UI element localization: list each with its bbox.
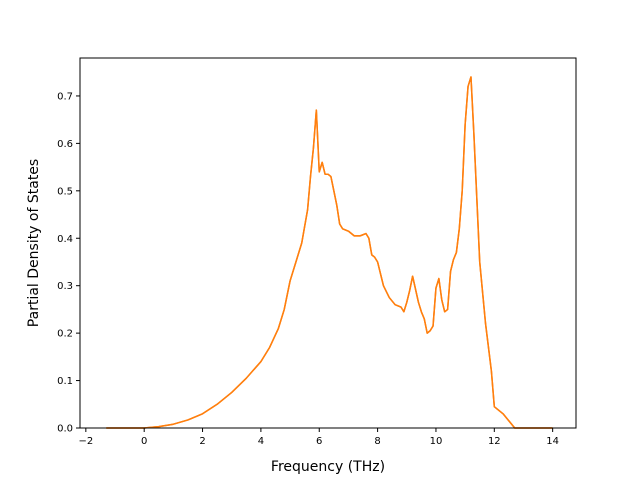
y-tick-label: 0.0	[57, 424, 73, 435]
x-tick-label: 6	[316, 436, 322, 447]
x-tick-label: 14	[546, 436, 559, 447]
x-tick-label: 0	[141, 436, 147, 447]
y-tick-label: 0.1	[57, 376, 73, 387]
x-tick-label: 4	[258, 436, 264, 447]
series-layer	[106, 76, 553, 429]
series-line-2	[106, 76, 553, 429]
y-axis-ticks: 0.0 0.1 0.2 0.3 0.4 0.5 0.6 0.7	[57, 91, 80, 435]
x-axis-ticks: −2 0 2 4 6 8 10 12 14	[78, 428, 559, 447]
y-tick-label: 0.3	[57, 281, 73, 292]
y-tick-label: 0.4	[57, 234, 73, 245]
x-tick-label: 8	[374, 436, 380, 447]
axes-frame	[79, 57, 577, 429]
x-tick-label: 2	[199, 436, 205, 447]
x-tick-label: 10	[430, 436, 443, 447]
y-tick-label: 0.7	[57, 91, 73, 102]
x-tick-label: 12	[488, 436, 501, 447]
x-tick-label: −2	[78, 436, 93, 447]
y-axis-title: Partial Density of States	[26, 159, 42, 327]
y-tick-label: 0.5	[57, 186, 73, 197]
y-tick-label: 0.2	[57, 329, 73, 340]
y-tick-label: 0.6	[57, 139, 73, 150]
x-axis-title: Frequency (THz)	[271, 459, 385, 475]
